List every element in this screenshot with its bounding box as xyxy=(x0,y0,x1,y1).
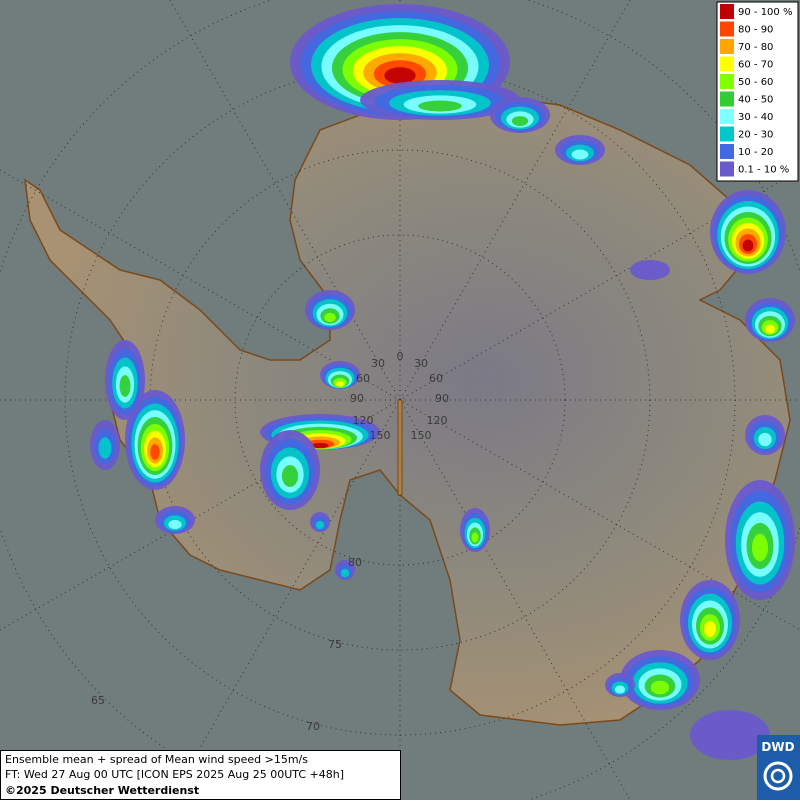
logo-text: DWD xyxy=(761,740,794,754)
wind-area xyxy=(336,381,344,387)
wind-area xyxy=(704,621,716,637)
graticule-labels: 0 30 30 60 60 90 90 120 120 150 150 80 7… xyxy=(91,350,449,733)
grid-label: 80 xyxy=(348,556,362,569)
wind-area xyxy=(615,685,625,694)
wind-area xyxy=(751,533,769,562)
legend-swatch xyxy=(720,126,734,142)
grid-label: 0 xyxy=(397,350,404,363)
legend-label: 20 - 30 xyxy=(738,130,773,141)
logo-icon xyxy=(763,761,793,791)
legend: 90 - 100 % 80 - 90 70 - 80 60 - 70 50 - 60 40… xyxy=(716,1,799,182)
logo-icon xyxy=(770,768,786,784)
wind-area xyxy=(571,149,589,160)
logo: DWD xyxy=(757,735,800,800)
legend-swatch xyxy=(720,21,734,37)
legend-swatch xyxy=(720,161,734,177)
wind-area xyxy=(168,519,182,530)
legend-label: 40 - 50 xyxy=(738,95,773,106)
legend-label: 80 - 90 xyxy=(738,25,773,36)
footer-forecast-time: FT: Wed 27 Aug 00 UTC [ICON EPS 2025 Aug… xyxy=(5,768,344,781)
wind-area xyxy=(758,432,772,447)
grid-label: 120 xyxy=(427,414,448,427)
grid-label: 60 xyxy=(356,372,370,385)
legend-swatch xyxy=(720,144,734,159)
grid-label: 75 xyxy=(328,638,342,651)
legend-label: 10 - 20 xyxy=(738,147,773,158)
legend-swatch xyxy=(720,4,734,19)
wind-area xyxy=(471,532,479,543)
legend-label: 30 - 40 xyxy=(738,112,773,123)
legend-swatch xyxy=(720,91,734,107)
wind-area xyxy=(98,437,112,459)
wind-area xyxy=(324,312,336,323)
footer-title: Ensemble mean + spread of Mean wind spee… xyxy=(5,753,308,766)
grid-label: 120 xyxy=(353,414,374,427)
continent xyxy=(24,94,791,726)
grid-label: 90 xyxy=(350,392,364,405)
grid-label: 70 xyxy=(306,720,320,733)
wind-area xyxy=(384,67,416,84)
wind-area xyxy=(311,442,329,449)
wind-area xyxy=(630,260,670,280)
pole-marker xyxy=(397,399,403,496)
wind-area xyxy=(650,680,670,695)
footer: Ensemble mean + spread of Mean wind spee… xyxy=(0,750,401,800)
wind-area xyxy=(511,116,529,126)
legend-label: 0.1 - 10 % xyxy=(738,165,789,176)
legend-label: 60 - 70 xyxy=(738,60,773,71)
wind-area xyxy=(742,239,754,252)
wind-area xyxy=(281,465,299,487)
grid-label: 90 xyxy=(435,392,449,405)
wind-area xyxy=(340,568,350,578)
legend-label: 50 - 60 xyxy=(738,77,773,88)
grid-label: 150 xyxy=(411,429,432,442)
footer-copyright: ©2025 Deutscher Wetterdienst xyxy=(5,784,199,797)
wind-area xyxy=(315,520,325,530)
legend-label: 90 - 100 % xyxy=(738,7,792,18)
wind-area xyxy=(765,324,775,334)
grid-label: 150 xyxy=(370,429,391,442)
grid-label: 30 xyxy=(371,357,385,370)
wind-area xyxy=(119,375,131,397)
wind-area xyxy=(418,100,462,112)
legend-swatch xyxy=(720,56,734,72)
grid-label: 65 xyxy=(91,694,105,707)
wind-probability xyxy=(90,4,795,760)
grid-label: 30 xyxy=(414,357,428,370)
legend-swatch xyxy=(720,74,734,89)
legend-swatch xyxy=(720,109,734,124)
legend-label: 70 - 80 xyxy=(738,42,773,53)
legend-swatch xyxy=(720,39,734,54)
grid-label: 60 xyxy=(429,372,443,385)
wind-area xyxy=(690,710,770,760)
footer-box xyxy=(0,750,401,800)
wind-area xyxy=(150,444,160,460)
